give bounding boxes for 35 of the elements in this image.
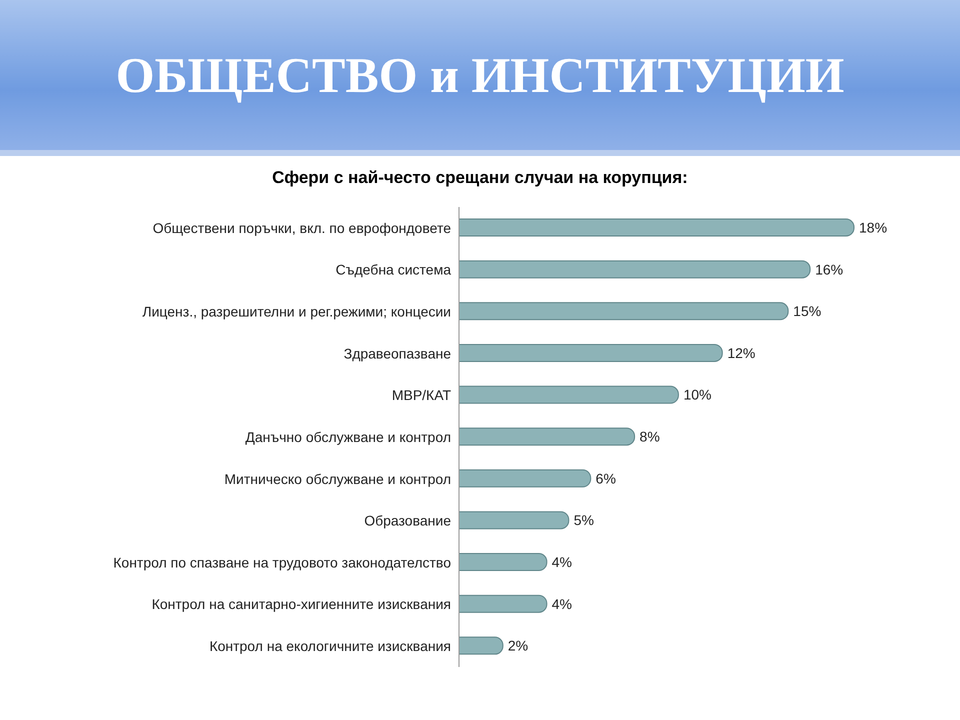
bar [458, 344, 723, 362]
y-tick-label: Данъчно обслужване и контрол [245, 428, 451, 445]
bar [458, 428, 636, 446]
y-tick-label: Съдебна система [336, 262, 452, 278]
bar [458, 636, 504, 655]
bar [458, 469, 592, 488]
data-label: 16% [815, 261, 844, 278]
y-tick-label: МВР/КАТ [392, 387, 452, 404]
y-tick-label: Контрол по спазване на трудовото законодателство [113, 554, 452, 570]
data-label: 5% [574, 512, 594, 528]
chart-subtitle: Сфери с най-често срещани случаи на корупция: [271, 168, 689, 188]
data-label: 2% [508, 638, 528, 654]
y-tick-label: Лиценз., разрешителни и рег.режими; концесии [142, 304, 451, 320]
bar [458, 302, 789, 320]
bar [458, 386, 679, 404]
bar [458, 218, 854, 236]
data-label: 4% [552, 596, 572, 612]
y-tick-label: Здравеопазване [344, 345, 452, 362]
bar [458, 511, 570, 530]
data-label: 4% [552, 554, 572, 570]
data-label: 8% [640, 428, 660, 445]
data-label: 10% [683, 386, 712, 403]
chart-title: ОБЩЕСТВО и ИНСТИТУЦИИ [116, 46, 844, 104]
bar [458, 260, 811, 278]
data-label: 15% [793, 303, 822, 320]
bar [458, 594, 548, 613]
y-tick-label: Обществени поръчки, вкл. по еврофондовете [152, 220, 452, 236]
y-tick-label: Контрол на екологичните изисквания [209, 638, 451, 654]
y-tick-label: Митническо обслужване и контрол [224, 470, 451, 487]
data-label: 18% [859, 219, 888, 236]
bar [458, 553, 548, 572]
y-tick-label: Образование [364, 512, 452, 529]
data-label: 12% [727, 344, 756, 361]
y-tick-label: Контрол на санитарно-хигиенните изисквания [152, 596, 451, 612]
data-label: 6% [596, 470, 616, 486]
